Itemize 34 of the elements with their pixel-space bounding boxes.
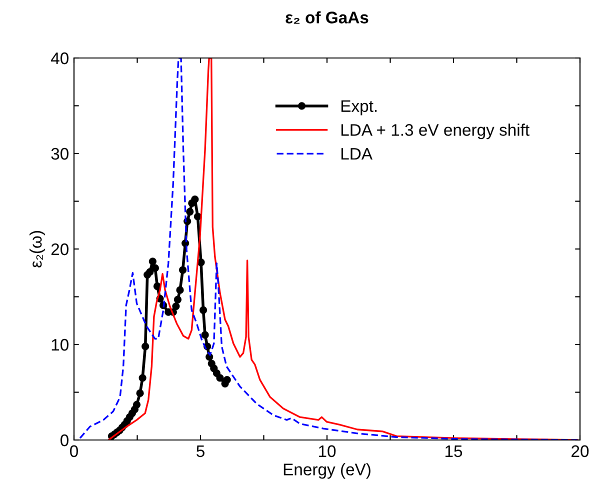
y-tick-label: 30 — [51, 148, 68, 160]
y-tick-label: 0 — [60, 434, 68, 446]
y-axis-title: ε₂(ω) — [30, 231, 46, 268]
x-tick-label: 20 — [572, 445, 589, 458]
point — [191, 196, 199, 204]
point — [199, 306, 208, 314]
x-tick-label: 10 — [319, 445, 336, 458]
point — [174, 296, 182, 304]
point — [176, 286, 184, 294]
point — [148, 258, 157, 266]
y-tick-label: 20 — [51, 243, 68, 256]
point — [138, 374, 146, 382]
point — [178, 266, 187, 274]
chart-title: ε₂ of GaAs — [286, 11, 368, 24]
y-tick-label: 10 — [52, 338, 68, 351]
x-tick-label: 15 — [446, 445, 462, 458]
x-tick-label: 0 — [70, 445, 78, 458]
point — [146, 268, 154, 276]
legend-label: LDA — [341, 148, 373, 160]
legend-label: Expt. — [341, 100, 377, 116]
point — [153, 282, 162, 290]
point — [223, 376, 231, 384]
y-tick-label: 40 — [50, 52, 68, 64]
point — [142, 342, 150, 350]
x-tick-label: 5 — [196, 445, 204, 458]
point — [172, 302, 180, 310]
point — [132, 400, 141, 408]
point — [151, 264, 160, 272]
x-axis-title: Energy (eV) — [284, 463, 370, 479]
point — [216, 374, 224, 382]
point — [186, 208, 194, 216]
point — [201, 331, 209, 339]
point — [136, 389, 144, 398]
legend-label: LDA + 1.3 eV energy shift — [341, 124, 530, 140]
